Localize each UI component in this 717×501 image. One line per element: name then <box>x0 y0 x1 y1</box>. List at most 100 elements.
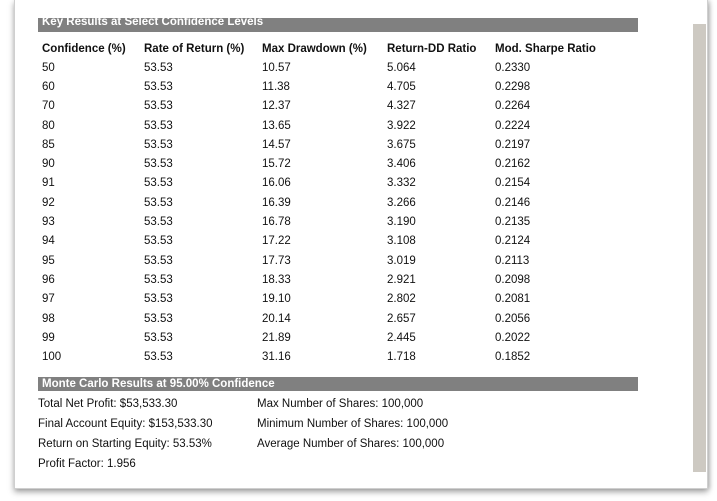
cell-max-drawdown: 15.72 <box>262 158 291 171</box>
table-row: 96 53.53 18.33 2.921 0.2098 <box>38 270 615 289</box>
cell-confidence: 85 <box>42 138 55 151</box>
cell-return-dd-ratio: 3.406 <box>387 158 416 171</box>
cell-return-dd-ratio: 3.108 <box>387 235 416 248</box>
cell-max-drawdown: 19.10 <box>262 293 291 306</box>
cell-confidence: 94 <box>42 235 55 248</box>
cell-return-dd-ratio: 3.019 <box>387 254 416 267</box>
report-window: Key Results at Select Confidence Levels … <box>14 0 708 489</box>
cell-return-dd-ratio: 2.802 <box>387 293 416 306</box>
cell-rate-of-return: 53.53 <box>144 273 173 286</box>
cell-rate-of-return: 53.53 <box>144 138 173 151</box>
vertical-scrollbar[interactable] <box>693 24 706 472</box>
monte-carlo-header: Monte Carlo Results at 95.00% Confidence <box>38 377 638 391</box>
profit-factor: Profit Factor: 1.956 <box>38 458 136 470</box>
table-row: 91 53.53 16.06 3.332 0.2154 <box>38 174 615 193</box>
table-row: 100 53.53 31.16 1.718 0.1852 <box>38 347 615 366</box>
cell-rate-of-return: 53.53 <box>144 254 173 267</box>
cell-confidence: 99 <box>42 331 55 344</box>
cell-mod-sharpe-ratio: 0.2135 <box>495 216 531 229</box>
key-results-table: Confidence (%) Rate of Return (%) Max Dr… <box>38 40 615 367</box>
cell-mod-sharpe-ratio: 0.2124 <box>495 235 531 248</box>
cell-mod-sharpe-ratio: 0.1852 <box>495 351 531 364</box>
column-header-max-drawdown: Max Drawdown (%) <box>262 43 367 55</box>
table-row: 80 53.53 13.65 3.922 0.2224 <box>38 116 615 135</box>
cell-confidence: 98 <box>42 312 55 325</box>
cell-max-drawdown: 16.06 <box>262 177 291 190</box>
cell-rate-of-return: 53.53 <box>144 331 173 344</box>
cell-confidence: 50 <box>42 61 55 74</box>
cell-return-dd-ratio: 3.332 <box>387 177 416 190</box>
table-row: 93 53.53 16.78 3.190 0.2135 <box>38 212 615 231</box>
cell-max-drawdown: 16.78 <box>262 216 291 229</box>
cell-max-drawdown: 12.37 <box>262 100 291 113</box>
cell-return-dd-ratio: 1.718 <box>387 351 416 364</box>
cell-mod-sharpe-ratio: 0.2154 <box>495 177 531 190</box>
max-number-of-shares: Max Number of Shares: 100,000 <box>257 398 424 410</box>
column-header-return-dd-ratio: Return-DD Ratio <box>387 43 477 55</box>
table-row: 99 53.53 21.89 2.445 0.2022 <box>38 328 615 347</box>
cell-mod-sharpe-ratio: 0.2146 <box>495 196 531 209</box>
cell-max-drawdown: 20.14 <box>262 312 291 325</box>
cell-confidence: 90 <box>42 158 55 171</box>
cell-confidence: 96 <box>42 273 55 286</box>
cell-return-dd-ratio: 2.657 <box>387 312 416 325</box>
cell-return-dd-ratio: 3.922 <box>387 119 416 132</box>
cell-rate-of-return: 53.53 <box>144 61 173 74</box>
cell-confidence: 60 <box>42 80 55 93</box>
cell-rate-of-return: 53.53 <box>144 312 173 325</box>
final-account-equity: Final Account Equity: $153,533.30 <box>38 418 213 430</box>
column-header-rate-of-return: Rate of Return (%) <box>144 43 245 55</box>
cell-return-dd-ratio: 5.064 <box>387 61 416 74</box>
key-results-header: Key Results at Select Confidence Levels <box>38 18 638 32</box>
table-row: 92 53.53 16.39 3.266 0.2146 <box>38 193 615 212</box>
cell-max-drawdown: 16.39 <box>262 196 291 209</box>
cell-confidence: 100 <box>42 351 62 364</box>
cell-return-dd-ratio: 4.705 <box>387 80 416 93</box>
table-row: 50 53.53 10.57 5.064 0.2330 <box>38 58 615 77</box>
cell-mod-sharpe-ratio: 0.2113 <box>495 254 530 267</box>
cell-rate-of-return: 53.53 <box>144 351 173 364</box>
cell-return-dd-ratio: 3.266 <box>387 196 416 209</box>
cell-confidence: 95 <box>42 254 55 267</box>
cell-mod-sharpe-ratio: 0.2056 <box>495 312 531 325</box>
cell-rate-of-return: 53.53 <box>144 119 173 132</box>
cell-max-drawdown: 14.57 <box>262 138 291 151</box>
cell-confidence: 93 <box>42 216 55 229</box>
cell-rate-of-return: 53.53 <box>144 100 173 113</box>
cell-mod-sharpe-ratio: 0.2022 <box>495 331 531 344</box>
table-row: 97 53.53 19.10 2.802 0.2081 <box>38 290 615 309</box>
table-row: 70 53.53 12.37 4.327 0.2264 <box>38 97 615 116</box>
key-results-body: 50 53.53 10.57 5.064 0.2330 60 53.53 11.38 4.705… <box>38 58 615 367</box>
table-header-row: Confidence (%) Rate of Return (%) Max Dr… <box>38 40 615 58</box>
cell-max-drawdown: 13.65 <box>262 119 291 132</box>
cell-return-dd-ratio: 3.190 <box>387 216 416 229</box>
cell-confidence: 70 <box>42 100 55 113</box>
cell-mod-sharpe-ratio: 0.2197 <box>495 138 531 151</box>
cell-max-drawdown: 17.22 <box>262 235 291 248</box>
cell-mod-sharpe-ratio: 0.2264 <box>495 100 531 113</box>
cell-max-drawdown: 17.73 <box>262 254 291 267</box>
table-row: 98 53.53 20.14 2.657 0.2056 <box>38 309 615 328</box>
cell-confidence: 91 <box>42 177 55 190</box>
cell-confidence: 80 <box>42 119 55 132</box>
cell-max-drawdown: 31.16 <box>262 351 291 364</box>
cell-mod-sharpe-ratio: 0.2224 <box>495 119 531 132</box>
column-header-mod-sharpe-ratio: Mod. Sharpe Ratio <box>495 43 596 55</box>
cell-rate-of-return: 53.53 <box>144 196 173 209</box>
cell-mod-sharpe-ratio: 0.2098 <box>495 273 531 286</box>
cell-max-drawdown: 11.38 <box>262 80 290 93</box>
cell-rate-of-return: 53.53 <box>144 80 173 93</box>
cell-mod-sharpe-ratio: 0.2081 <box>495 293 531 306</box>
return-on-starting-equity: Return on Starting Equity: 53.53% <box>38 438 212 450</box>
table-row: 85 53.53 14.57 3.675 0.2197 <box>38 135 615 154</box>
cell-mod-sharpe-ratio: 0.2330 <box>495 61 531 74</box>
column-header-confidence: Confidence (%) <box>42 43 126 55</box>
cell-confidence: 92 <box>42 196 55 209</box>
average-number-of-shares: Average Number of Shares: 100,000 <box>257 438 445 450</box>
cell-rate-of-return: 53.53 <box>144 158 173 171</box>
cell-rate-of-return: 53.53 <box>144 235 173 248</box>
cell-return-dd-ratio: 4.327 <box>387 100 416 113</box>
cell-rate-of-return: 53.53 <box>144 177 173 190</box>
cell-max-drawdown: 18.33 <box>262 273 291 286</box>
table-row: 60 53.53 11.38 4.705 0.2298 <box>38 77 615 96</box>
